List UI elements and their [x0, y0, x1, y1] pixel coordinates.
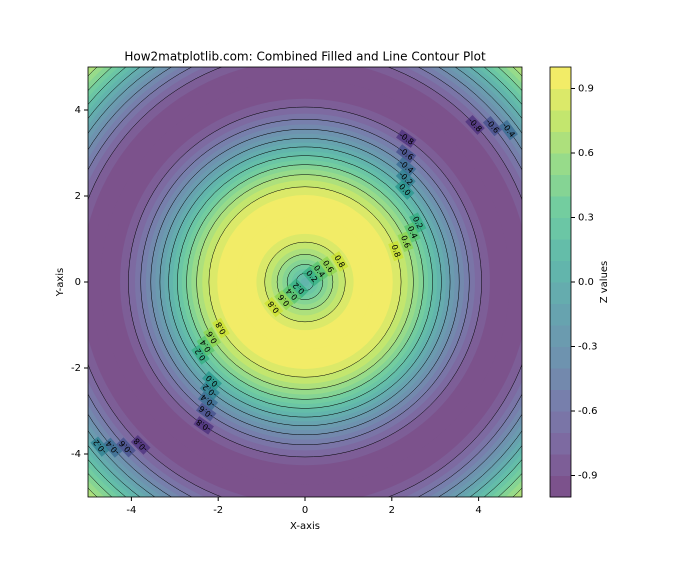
- contour-label-bg: [212, 317, 230, 339]
- colorbar-band: [550, 389, 571, 412]
- contour-label-bg: [318, 256, 338, 277]
- x-tick-label: 0: [302, 505, 308, 516]
- contour-line: [140, 118, 470, 446]
- y-axis-label: Y-axis: [55, 268, 66, 298]
- contour-fill: [300, 277, 310, 287]
- colorbar-band: [550, 174, 571, 197]
- colorbar-tick-label: 0.3: [578, 213, 594, 224]
- contour-label-bg: [302, 266, 322, 287]
- colorbar-tick-label: -0.9: [578, 471, 598, 482]
- contour-line: [196, 174, 414, 390]
- contour-label-bg: [309, 261, 329, 282]
- colorbar-band: [550, 368, 571, 390]
- chart-title: How2matplotlib.com: Combined Filled and …: [124, 50, 486, 64]
- colorbar-band: [550, 475, 571, 498]
- contour-label-bg: [274, 290, 294, 311]
- contour-label-bg: [397, 231, 414, 252]
- contour-label-bg: [90, 436, 110, 457]
- colorbar-band: [550, 131, 571, 154]
- contour-label-bg: [102, 437, 123, 458]
- contour-label-bg: [330, 251, 349, 272]
- contour-line: [264, 241, 346, 323]
- contour-label-bg: [394, 179, 415, 200]
- y-tick-label: -4: [71, 449, 81, 460]
- y-tick-label: 4: [75, 105, 81, 116]
- contour-label-bg: [195, 402, 217, 422]
- x-axis-label: X-axis: [290, 521, 320, 532]
- colorbar-tick-label: 0.6: [578, 148, 594, 159]
- colorbar-tick-label: -0.3: [578, 342, 598, 353]
- colorbar-band: [550, 325, 571, 347]
- contour-label-bg: [395, 168, 416, 189]
- colorbar-tick-label: 0.9: [578, 84, 594, 95]
- contour-label-bg: [465, 114, 485, 135]
- contour-lines: -0.8-0.8-0.8-0.8-0.6-0.6-0.6-0.6-0.4-0.4…: [88, 67, 522, 497]
- contour-label-bg: [130, 434, 151, 455]
- contour-label-bg: [196, 335, 215, 357]
- contour-label-bg: [499, 119, 518, 141]
- contour-label-bg: [116, 437, 136, 458]
- contour-label-bg: [396, 157, 417, 177]
- colorbar-band: [550, 88, 571, 111]
- contour-label-bg: [199, 380, 220, 401]
- y-tick-label: -2: [71, 363, 81, 374]
- contour-label-bg: [288, 278, 309, 299]
- x-tick-label: -2: [213, 505, 223, 516]
- contour-line: [186, 164, 424, 400]
- contour-label: 0.6: [399, 234, 412, 249]
- contour-label-bg: [202, 371, 223, 391]
- contour-label-bg: [264, 296, 284, 318]
- contour-label-bg: [193, 416, 214, 435]
- contour-fills: [88, 67, 522, 497]
- contour-label: 0.8: [390, 244, 403, 259]
- contour-line: [208, 186, 402, 378]
- colorbar-band: [550, 432, 571, 455]
- colorbar-band: [550, 67, 571, 89]
- colorbar-band: [550, 303, 571, 326]
- contour-label-bg: [203, 327, 221, 348]
- contour-line: [286, 264, 324, 300]
- x-tick-label: 2: [389, 505, 395, 516]
- colorbar-band: [550, 239, 571, 261]
- contour-line: [177, 155, 433, 409]
- contour-label-bg: [191, 344, 210, 365]
- contour-line: [128, 106, 482, 458]
- contour-line: [150, 128, 460, 436]
- contour-label-bg: [396, 129, 417, 148]
- contour-label-bg: [404, 222, 421, 243]
- contour-label-bg: [395, 144, 417, 164]
- colorbar-band: [550, 454, 571, 476]
- colorbar-band: [550, 153, 571, 175]
- colorbar-band: [550, 260, 571, 283]
- colorbar-band: [550, 411, 571, 433]
- contour-line: [159, 138, 451, 426]
- x-tick-label: -4: [126, 505, 136, 516]
- contour-line: [276, 254, 334, 310]
- colorbar-label: Z values: [599, 261, 610, 304]
- colorbar-band: [550, 282, 571, 304]
- contour-line: [168, 146, 442, 418]
- x-tick-label: 4: [475, 505, 481, 516]
- colorbar-tick-label: 0.0: [578, 277, 594, 288]
- colorbar-band: [550, 346, 571, 369]
- contour-label-bg: [482, 116, 503, 137]
- contour-label-bg: [409, 212, 427, 233]
- colorbar-band: [550, 196, 571, 218]
- colorbar-tick-label: -0.6: [578, 406, 598, 417]
- y-tick-label: 2: [75, 191, 81, 202]
- contour-label-bg: [388, 240, 404, 262]
- colorbar: [550, 67, 571, 498]
- contour-label-bg: [197, 391, 219, 411]
- colorbar-band: [550, 110, 571, 132]
- y-tick-label: 0: [75, 277, 81, 288]
- colorbar-band: [550, 217, 571, 240]
- contour-label-bg: [282, 284, 302, 305]
